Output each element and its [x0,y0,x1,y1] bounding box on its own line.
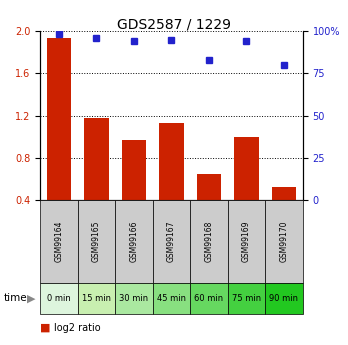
Bar [159,123,184,242]
Text: ■: ■ [40,323,50,333]
Bar [234,137,259,242]
Text: GDS2587 / 1229: GDS2587 / 1229 [117,17,231,31]
Text: ▶: ▶ [27,294,35,303]
Text: GSM99170: GSM99170 [279,221,288,262]
Text: 75 min: 75 min [232,294,261,303]
Bar [122,140,146,242]
Text: 45 min: 45 min [157,294,186,303]
Text: GSM99167: GSM99167 [167,221,176,262]
Text: GSM99168: GSM99168 [204,221,213,262]
Text: GSM99165: GSM99165 [92,221,101,262]
Bar [84,118,109,242]
Text: 60 min: 60 min [195,294,223,303]
Text: 15 min: 15 min [82,294,111,303]
Bar [197,174,221,242]
Bar [47,38,71,242]
Text: GSM99169: GSM99169 [242,221,251,262]
Text: 30 min: 30 min [119,294,148,303]
Text: log2 ratio: log2 ratio [54,323,101,333]
Text: time: time [3,294,27,303]
Text: GSM99164: GSM99164 [54,221,63,262]
Text: 0 min: 0 min [47,294,71,303]
Text: GSM99166: GSM99166 [129,221,139,262]
Text: 90 min: 90 min [269,294,299,303]
Bar [272,187,296,242]
